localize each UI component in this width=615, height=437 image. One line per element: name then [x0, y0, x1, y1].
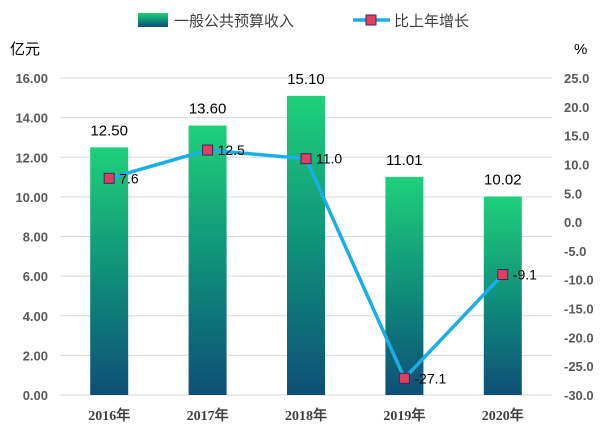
right-tick-label: -20.0 [564, 330, 594, 345]
x-tick-label: 2020年 [482, 407, 524, 424]
x-tick-label: 2017年 [187, 407, 229, 424]
bar [287, 95, 325, 396]
left-tick-label: 16.00 [15, 71, 48, 86]
bar-data-label: 15.10 [287, 71, 325, 88]
line-marker [300, 153, 312, 165]
line-marker [103, 172, 115, 184]
left-tick-label: 14.00 [15, 111, 48, 126]
right-tick-label: 15.0 [564, 129, 589, 144]
right-tick-label: -5.0 [564, 244, 586, 259]
bar-series [90, 95, 522, 396]
line-data-label: 12.5 [218, 142, 245, 158]
line-data-label: -9.1 [513, 267, 537, 283]
right-tick-label: 5.0 [564, 186, 582, 201]
right-tick-label: -15.0 [564, 302, 594, 317]
line-marker [497, 269, 509, 281]
bar-data-label: 11.01 [386, 152, 422, 169]
line-data-label: 11.0 [316, 151, 342, 167]
left-tick-label: 10.00 [15, 190, 48, 205]
legend: 一般公共预算收入 比上年增长 [138, 12, 469, 30]
line-data-labels: 7.6 12.5 11.0 -27.1 -9.1 [119, 142, 537, 386]
bar-data-label: 13.60 [189, 101, 227, 118]
right-tick-label: 10.0 [564, 157, 589, 172]
line-data-label: 7.6 [119, 170, 139, 186]
bar-data-labels: 12.50 13.60 15.10 11.01 10.02 [90, 71, 521, 189]
right-tick-label: 0.0 [564, 215, 582, 230]
legend-bar-swatch [138, 13, 168, 27]
x-tick-label: 2019年 [383, 407, 425, 424]
line-marker [202, 144, 214, 156]
legend-line-label: 比上年增长 [394, 13, 469, 30]
bar-data-label: 10.02 [484, 171, 522, 188]
left-tick-label: 6.00 [23, 269, 48, 284]
right-tick-label: -25.0 [564, 359, 594, 374]
left-tick-label: 8.00 [23, 230, 48, 245]
left-tick-label: 4.00 [23, 309, 48, 324]
left-tick-label: 12.00 [15, 150, 48, 165]
right-axis-unit: % [574, 41, 587, 58]
left-tick-label: 2.00 [23, 348, 48, 363]
bar [90, 147, 129, 395]
bar-data-label: 12.50 [90, 122, 128, 139]
legend-bar-label: 一般公共预算收入 [174, 12, 294, 30]
line-data-label: -27.1 [414, 370, 446, 386]
left-axis-unit: 亿元 [10, 41, 40, 58]
line-marker [398, 372, 410, 384]
legend-line-marker [365, 14, 377, 26]
right-axis-ticks: -30.0 -25.0 -20.0 -15.0 -10.0 -5.0 0.0 5.0 10.0 1… [564, 71, 594, 403]
right-tick-label: 20.0 [564, 100, 589, 115]
x-axis-ticks: 2016年 2017年 2018年 2019年 2020年 [88, 407, 524, 424]
left-tick-label: 0.00 [23, 388, 48, 403]
x-tick-label: 2018年 [285, 407, 327, 424]
right-tick-label: 25.0 [564, 71, 589, 86]
bar [188, 125, 227, 396]
right-tick-label: -30.0 [564, 388, 594, 403]
bar [385, 176, 424, 395]
line-series [103, 144, 509, 384]
bar [483, 196, 522, 395]
x-tick-label: 2016年 [88, 407, 130, 424]
left-axis-ticks: 0.00 2.00 4.00 6.00 8.00 10.00 12.00 14.00 16.00 [15, 71, 48, 403]
right-tick-label: -10.0 [564, 273, 594, 288]
